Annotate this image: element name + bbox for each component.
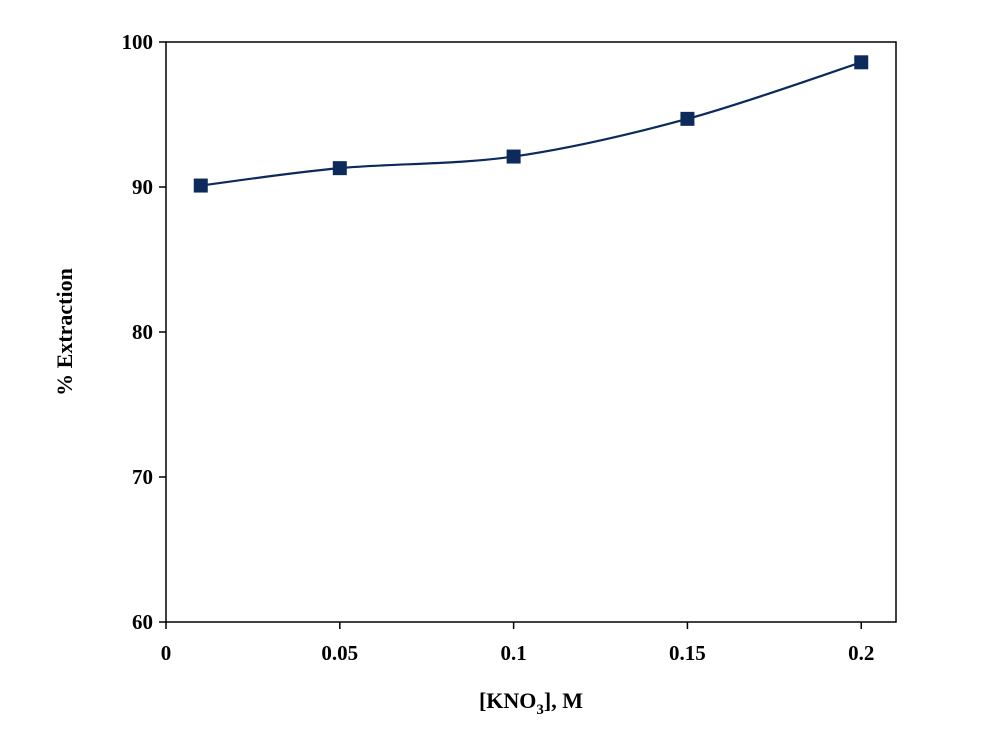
x-tick-label: 0.15 bbox=[669, 641, 706, 665]
plot-frame bbox=[165, 41, 897, 623]
y-tick-label: 90 bbox=[132, 175, 153, 199]
x-tick-label: 0.2 bbox=[848, 641, 874, 665]
x-axis-ticks: 0 0.05 0.1 0.15 0.2 bbox=[161, 622, 874, 665]
data-point-marker bbox=[332, 161, 347, 176]
x-tick-label: 0 bbox=[161, 641, 172, 665]
y-tick-label: 70 bbox=[132, 465, 153, 489]
y-tick-label: 80 bbox=[132, 320, 153, 344]
x-tick-label: 0.1 bbox=[500, 641, 526, 665]
data-point-marker bbox=[506, 149, 521, 164]
series-line bbox=[200, 61, 862, 187]
x-axis-title: [KNO3], M bbox=[479, 688, 583, 718]
x-axis-title-subscript: 3 bbox=[536, 702, 544, 718]
series-layer bbox=[193, 55, 869, 193]
y-axis-ticks: 60 70 80 90 100 bbox=[122, 30, 166, 634]
data-point-marker bbox=[680, 111, 695, 126]
y-tick-label: 100 bbox=[122, 30, 154, 54]
x-tick-label: 0.05 bbox=[321, 641, 358, 665]
y-axis-title: % Extraction bbox=[52, 268, 77, 396]
y-tick-label: 60 bbox=[132, 610, 153, 634]
data-point-marker bbox=[854, 55, 869, 70]
data-point-marker bbox=[193, 178, 208, 193]
